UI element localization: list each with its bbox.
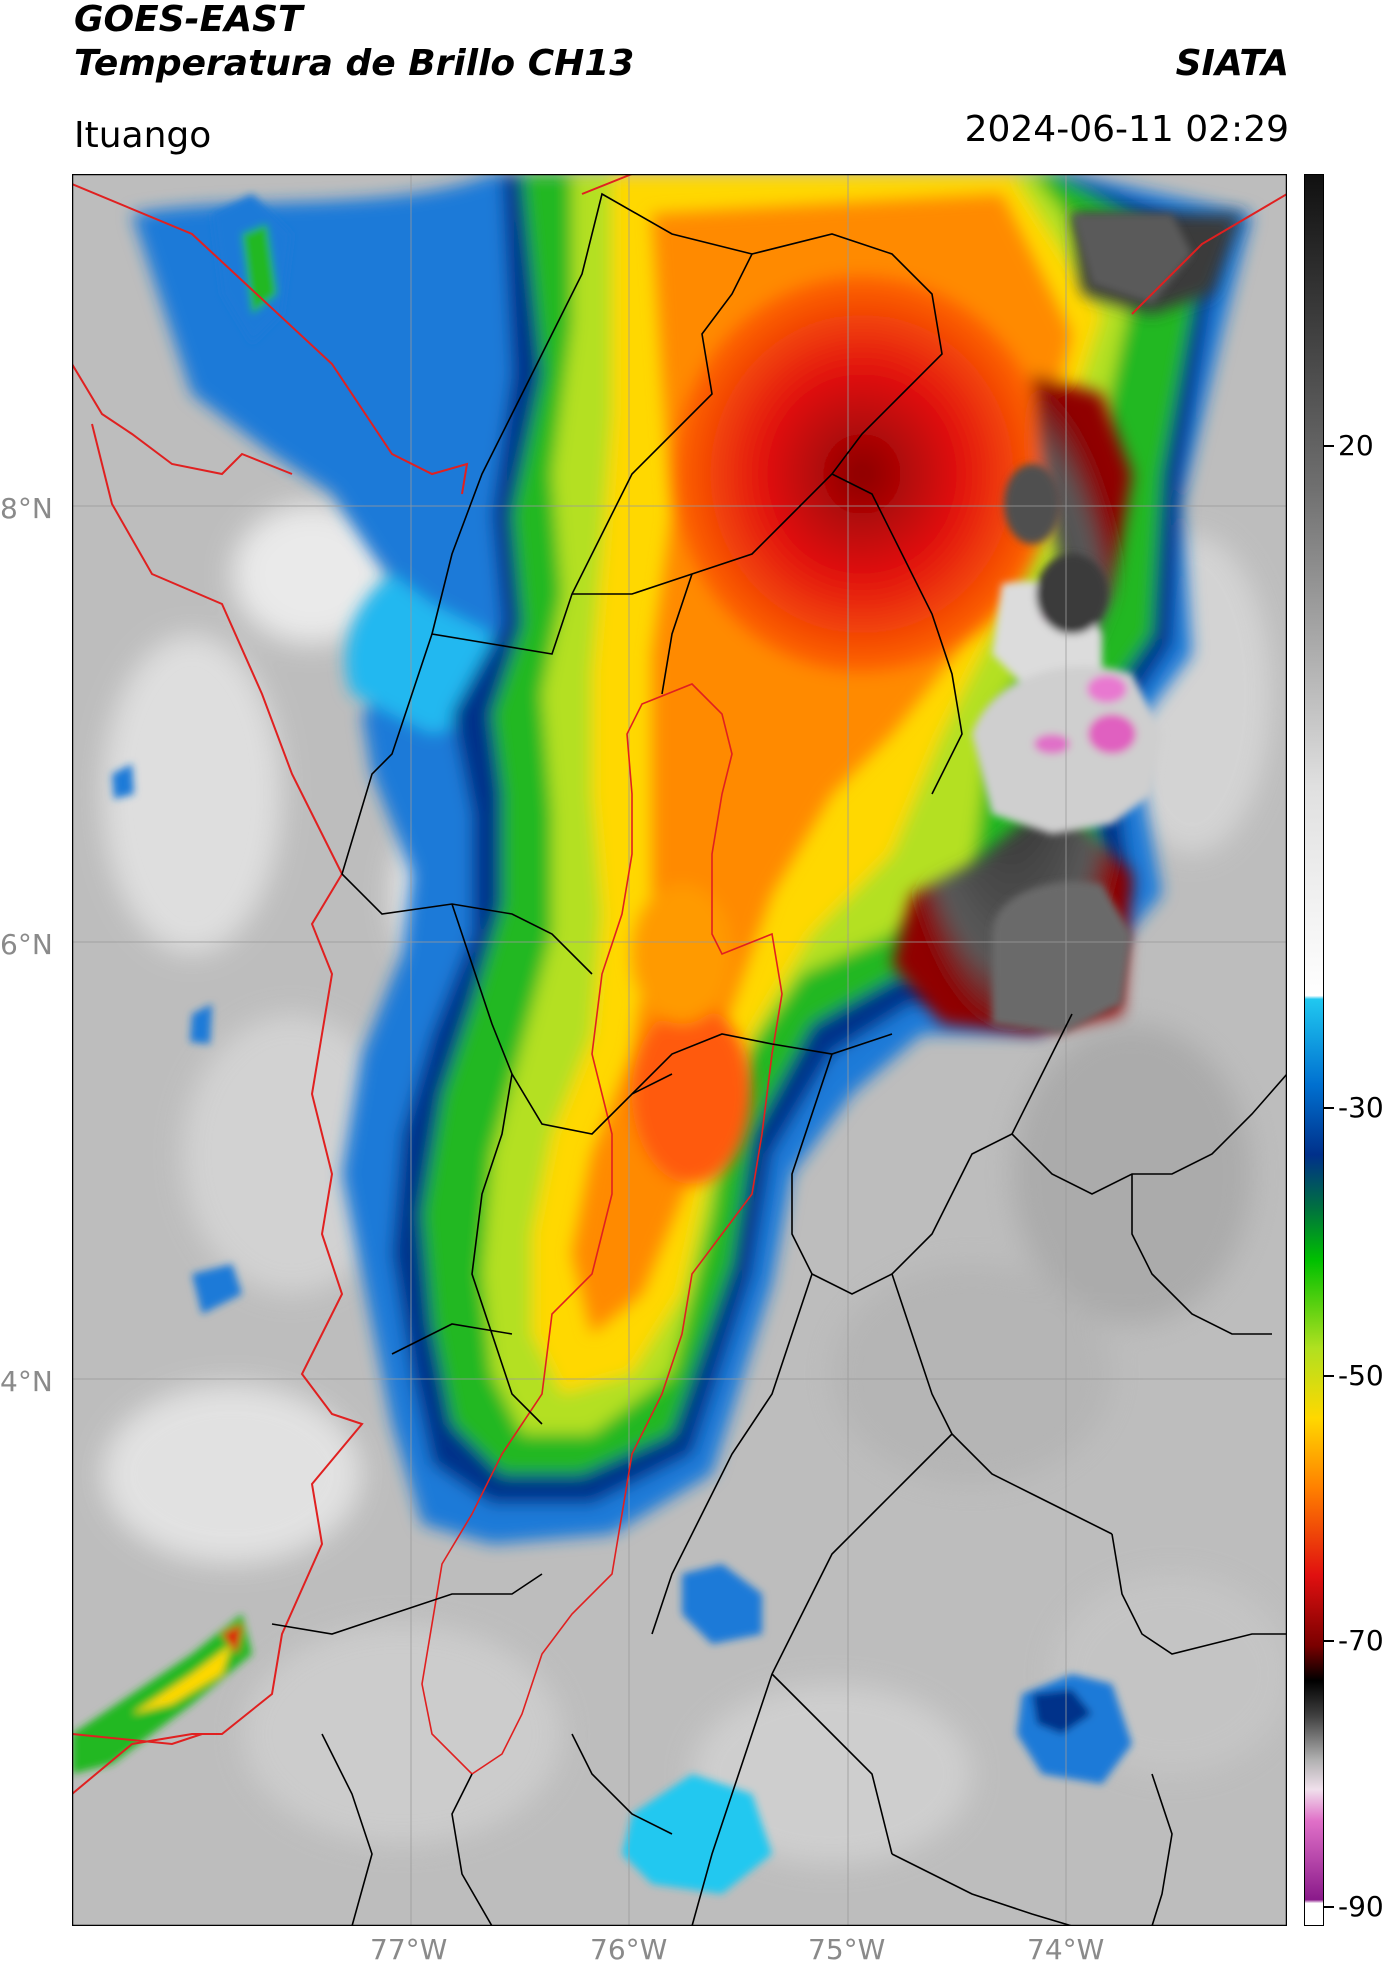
colorbar-tick bbox=[1324, 445, 1334, 447]
colorbar-tick bbox=[1324, 1107, 1334, 1109]
lat-label-8n: 8°N bbox=[0, 492, 53, 525]
satellite-map[interactable] bbox=[72, 174, 1287, 1926]
colorbar-label-minus50: -50 bbox=[1338, 1359, 1384, 1392]
title-product: Temperatura de Brillo CH13 bbox=[74, 43, 635, 84]
colorbar-tick bbox=[1324, 1375, 1334, 1377]
colorbar-tick bbox=[1324, 1906, 1334, 1908]
lon-label-77w: 77°W bbox=[370, 1933, 448, 1966]
colorbar-label-minus90: -90 bbox=[1338, 1890, 1384, 1923]
map-border bbox=[72, 174, 1287, 1926]
lon-label-75w: 75°W bbox=[808, 1933, 886, 1966]
datetime-label: 2024-06-11 02:29 bbox=[964, 109, 1289, 150]
scattered-cells bbox=[72, 194, 1132, 1894]
lon-label-74w: 74°W bbox=[1027, 1933, 1105, 1966]
location-label: Ituango bbox=[74, 115, 212, 156]
department-boundaries bbox=[271, 192, 1287, 1926]
title-satellite: GOES-EAST bbox=[74, 0, 303, 40]
colorbar-tick bbox=[1324, 1640, 1334, 1642]
overshooting-tops bbox=[972, 214, 1192, 1034]
colorbar-label-minus30: -30 bbox=[1338, 1091, 1384, 1124]
graticule bbox=[72, 174, 1287, 1926]
lat-label-4n: 4°N bbox=[0, 1365, 53, 1398]
region-boundary bbox=[421, 683, 783, 1776]
national-borders bbox=[72, 174, 1287, 1795]
organization-label: SIATA bbox=[1175, 43, 1289, 84]
lon-label-76w: 76°W bbox=[590, 1933, 668, 1966]
lat-label-6n: 6°N bbox=[0, 928, 53, 961]
cold-core bbox=[572, 194, 1242, 1334]
colorbar-label-20: 20 bbox=[1338, 429, 1374, 462]
colorbar bbox=[1304, 174, 1324, 1926]
colorbar-label-minus70: -70 bbox=[1338, 1624, 1384, 1657]
